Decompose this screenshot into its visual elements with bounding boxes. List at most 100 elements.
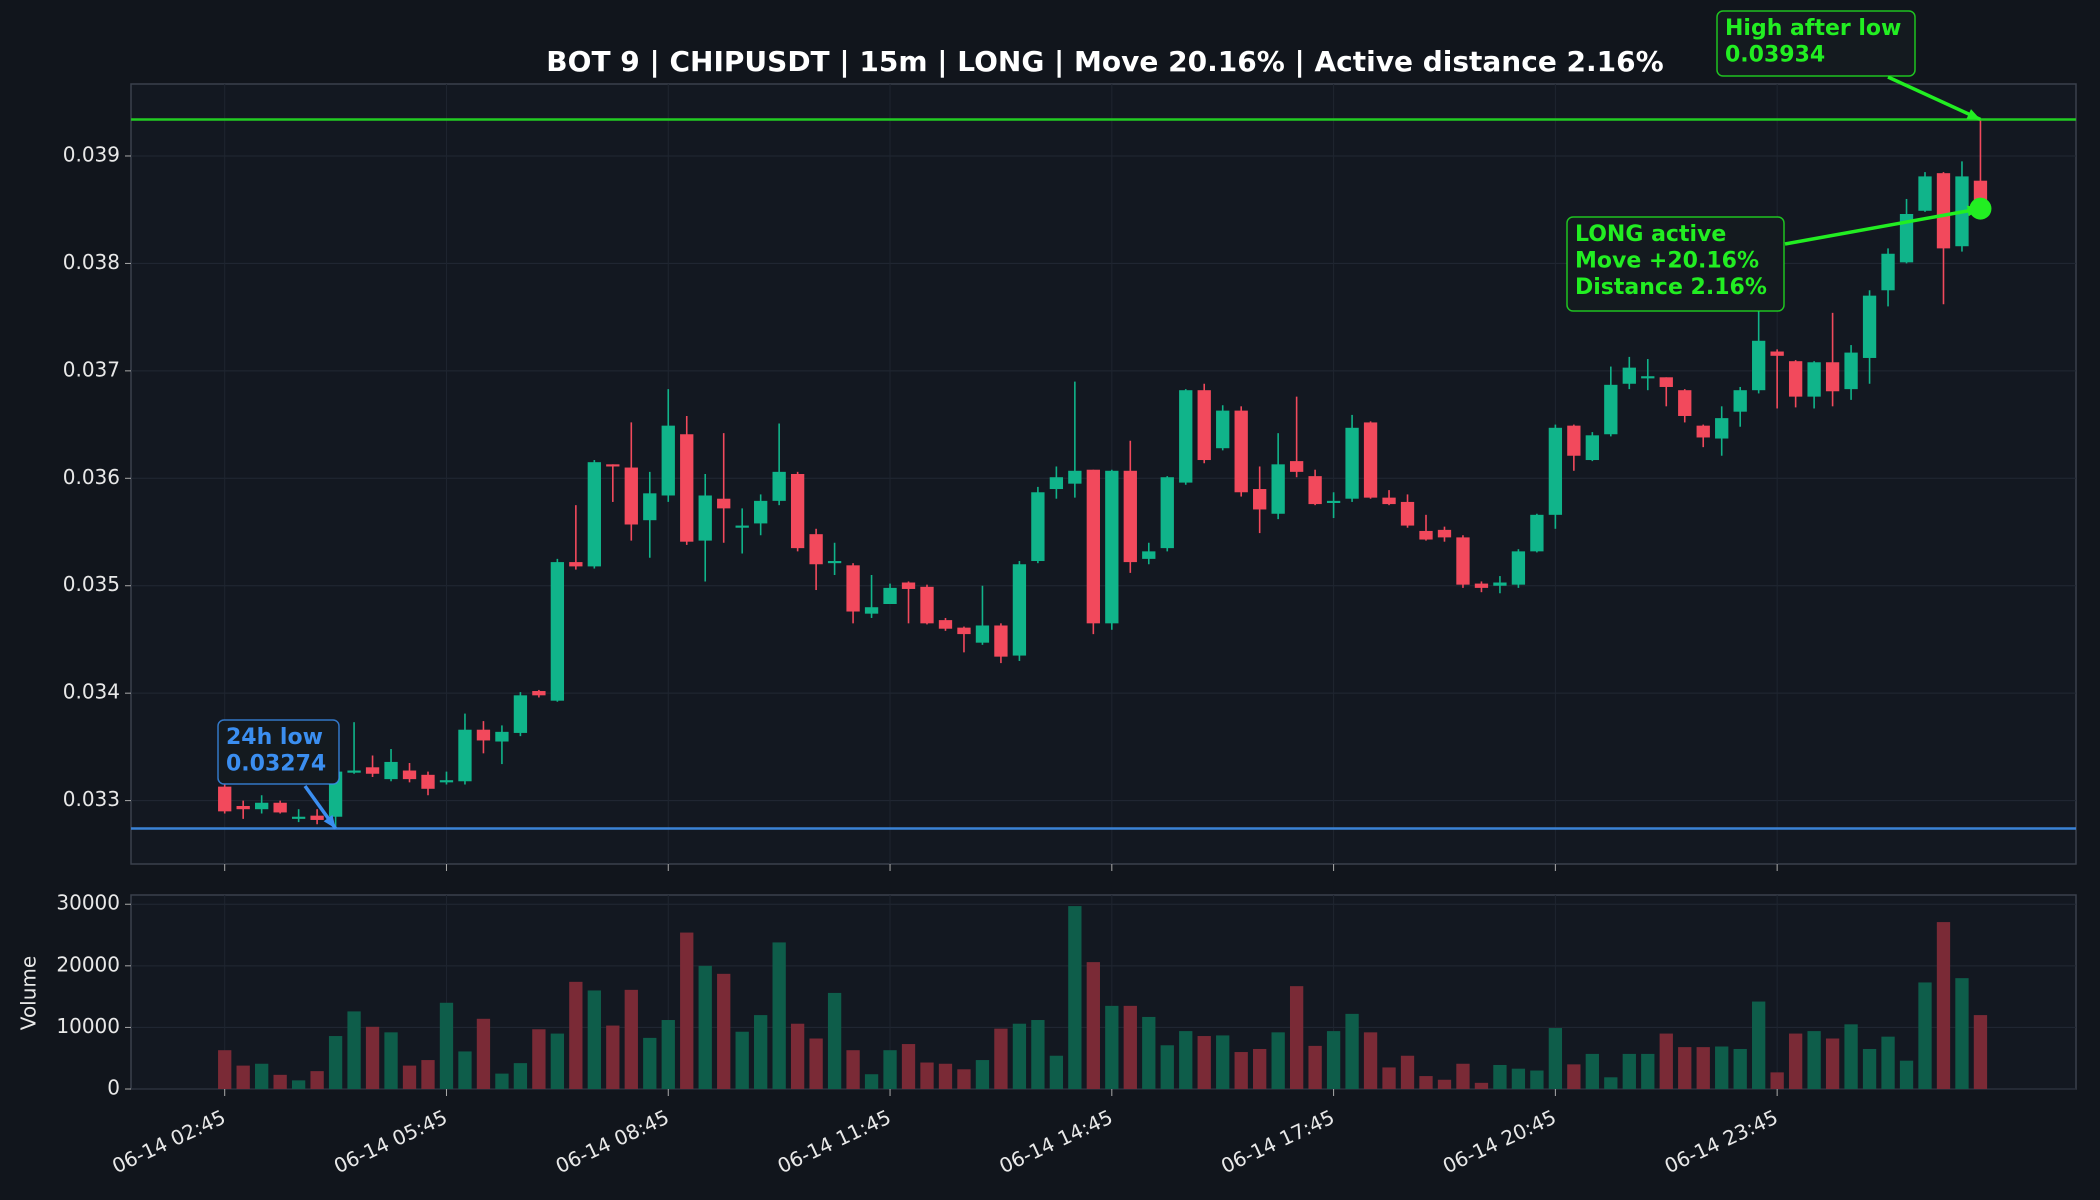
volume-bar: [698, 965, 712, 1089]
volume-bar: [994, 1028, 1008, 1089]
candle-body: [975, 625, 990, 643]
volume-bar: [1437, 1079, 1452, 1089]
candle-body: [680, 434, 694, 542]
volume-bar: [1105, 1005, 1119, 1089]
volume-bar: [1788, 1033, 1803, 1089]
candle-body: [1641, 376, 1655, 379]
volume-bar: [1253, 1048, 1267, 1089]
volume-bar: [1123, 1005, 1137, 1089]
candle-body: [920, 586, 934, 624]
candle-body: [1179, 390, 1193, 483]
volume-bar: [1289, 986, 1304, 1089]
candle-body: [1899, 214, 1914, 263]
candle-body: [1105, 470, 1119, 624]
candle-body: [717, 498, 731, 509]
volume-bar: [1844, 1024, 1858, 1089]
volume-bar: [495, 1073, 509, 1089]
volume-bar: [1862, 1048, 1877, 1089]
volume-bar: [1474, 1082, 1489, 1089]
volume-bar: [1770, 1072, 1784, 1089]
volume-bar: [1825, 1038, 1840, 1089]
candle-body: [421, 774, 435, 789]
volume-panel: [130, 894, 2077, 1090]
volume-bar: [1955, 978, 1969, 1089]
y-tick-label: 20000: [56, 952, 120, 976]
volume-bar: [1899, 1060, 1914, 1089]
annotation-text: Distance 2.16%: [1575, 275, 1767, 300]
volume-bar: [1807, 1031, 1821, 1089]
y-tick-label: 0: [107, 1076, 120, 1100]
candle-body: [1715, 418, 1729, 439]
volume-bar: [1326, 1031, 1341, 1089]
candle-body: [1142, 551, 1156, 559]
candle-body: [291, 816, 306, 819]
volume-bar: [661, 1020, 675, 1089]
y-tick-label: 0.038: [63, 250, 120, 274]
candle-body: [1788, 361, 1803, 397]
candle-body: [624, 467, 638, 525]
volume-bar: [772, 942, 786, 1089]
volume-bar: [218, 1050, 232, 1089]
candle-body: [1326, 500, 1341, 504]
annotation-text: 0.03274: [226, 752, 326, 777]
y-tick-label: 0.037: [63, 357, 120, 381]
volume-bar: [421, 1060, 435, 1089]
annotation-text: LONG active: [1575, 222, 1726, 247]
candle-body: [384, 761, 398, 780]
candle-body: [1363, 422, 1378, 498]
volume-bar: [1400, 1055, 1415, 1089]
candle-body: [643, 493, 657, 521]
volume-bar: [328, 1036, 343, 1089]
volume-bar: [957, 1069, 971, 1089]
volume-bar: [1548, 1028, 1563, 1089]
annotation-box: [1566, 216, 1785, 312]
volume-bar: [347, 1011, 361, 1089]
candle-body: [1234, 410, 1248, 493]
candle-body: [1659, 377, 1673, 387]
volume-bar: [1567, 1064, 1581, 1089]
candle-body: [495, 731, 509, 742]
volume-bar: [458, 1051, 472, 1089]
chart-title: BOT 9 | CHIPUSDT | 15m | LONG | Move 20.…: [546, 45, 1663, 78]
volume-bar: [1678, 1047, 1692, 1089]
candle-body: [1567, 425, 1581, 456]
candle-body: [1548, 427, 1563, 515]
volume-bar: [864, 1074, 879, 1089]
candle-body: [1474, 583, 1489, 588]
volume-bar: [1641, 1053, 1655, 1089]
annotation-arrow: [1887, 75, 1982, 122]
annotation-text: High after low: [1725, 16, 1901, 41]
candle-body: [1511, 551, 1526, 585]
volume-bar: [1382, 1067, 1396, 1089]
candle-body: [1400, 501, 1415, 526]
volume-bar: [1493, 1064, 1507, 1089]
volume-bar: [1216, 1035, 1230, 1089]
candle-body: [1918, 176, 1932, 211]
volume-bar: [1973, 1015, 1988, 1089]
price-panel: [130, 83, 2077, 865]
candle-body: [1770, 351, 1784, 356]
volume-bar: [735, 1031, 749, 1089]
volume-bar: [1234, 1052, 1248, 1089]
candle-body: [901, 582, 916, 589]
candle-body: [1678, 390, 1692, 416]
candle-body: [1031, 492, 1045, 562]
candle-body: [698, 495, 712, 541]
volume-bar: [643, 1037, 657, 1089]
candle-body: [1437, 529, 1452, 538]
volume-bar: [1715, 1046, 1729, 1089]
candle-body: [1936, 173, 1951, 249]
candle-body: [1216, 410, 1230, 449]
arrow-head: [323, 814, 336, 829]
volume-bar: [1142, 1016, 1156, 1089]
volume-bar: [1012, 1023, 1027, 1089]
candle-body: [569, 562, 583, 567]
candle-body: [1844, 352, 1858, 390]
y-tick-label: 0.034: [63, 680, 120, 704]
volume-bar: [1308, 1045, 1322, 1089]
volume-bar: [550, 1033, 565, 1089]
candle-body: [236, 805, 250, 810]
candle-body: [1253, 489, 1267, 510]
volume-bar: [439, 1002, 454, 1089]
